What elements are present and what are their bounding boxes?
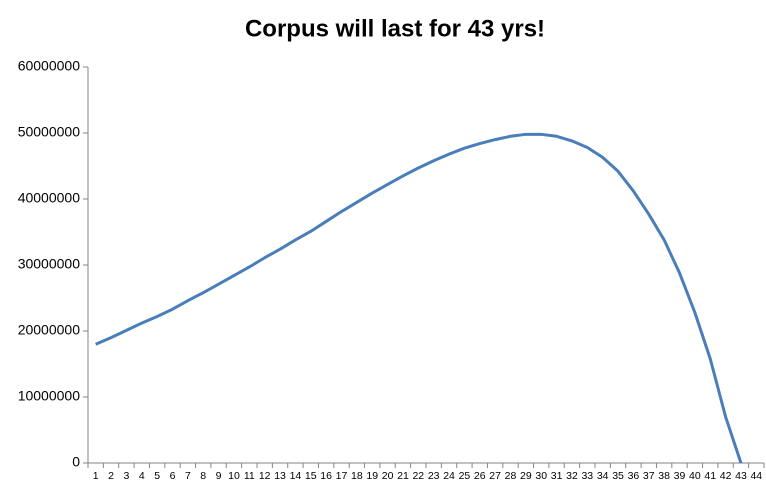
x-tick-label: 6 bbox=[170, 470, 176, 482]
y-tick-label: 20000000 bbox=[18, 322, 81, 338]
x-tick-label: 21 bbox=[397, 470, 409, 482]
x-tick-label: 14 bbox=[290, 470, 302, 482]
x-tick-label: 33 bbox=[581, 470, 593, 482]
x-tick-label: 22 bbox=[412, 470, 424, 482]
x-tick-label: 16 bbox=[320, 470, 332, 482]
x-tick-label: 13 bbox=[274, 470, 286, 482]
x-tick-label: 29 bbox=[520, 470, 532, 482]
y-tick-label: 30000000 bbox=[18, 256, 81, 272]
x-tick-label: 40 bbox=[689, 470, 701, 482]
x-tick-label: 11 bbox=[244, 470, 255, 482]
line-series bbox=[95, 132, 743, 464]
x-tick-label: 30 bbox=[535, 470, 547, 482]
x-tick-label: 10 bbox=[228, 470, 240, 482]
x-tick-label: 38 bbox=[658, 470, 670, 482]
x-tick-label: 4 bbox=[139, 470, 145, 482]
y-tick-label: 60000000 bbox=[18, 58, 81, 74]
x-tick-label: 17 bbox=[336, 470, 348, 482]
y-tick-label: 50000000 bbox=[18, 124, 81, 140]
x-tick-label: 26 bbox=[474, 470, 486, 482]
x-tick-label: 12 bbox=[259, 470, 271, 482]
x-tick-label: 37 bbox=[643, 470, 655, 482]
x-tick-label: 7 bbox=[185, 470, 191, 482]
x-tick-label: 25 bbox=[459, 470, 471, 482]
x-tick-label: 41 bbox=[704, 470, 716, 482]
x-tick-label: 2 bbox=[108, 470, 114, 482]
y-tick-label: 0 bbox=[72, 454, 80, 470]
x-tick-label: 5 bbox=[154, 470, 160, 482]
x-tick-label: 23 bbox=[428, 470, 440, 482]
x-tick-label: 20 bbox=[382, 470, 394, 482]
y-tick-label: 40000000 bbox=[18, 190, 81, 206]
x-tick-label: 44 bbox=[750, 470, 762, 482]
x-tick-label: 27 bbox=[489, 470, 501, 482]
x-tick-label: 9 bbox=[216, 470, 222, 482]
x-tick-label: 28 bbox=[505, 470, 517, 482]
x-tick-label: 3 bbox=[123, 470, 129, 482]
x-tick-label: 43 bbox=[735, 470, 747, 482]
x-tick-label: 31 bbox=[551, 470, 563, 482]
x-tick-label: 32 bbox=[566, 470, 578, 482]
x-tick-label: 42 bbox=[720, 470, 732, 482]
chart-title: Corpus will last for 43 yrs! bbox=[245, 15, 545, 42]
x-tick-label: 34 bbox=[597, 470, 609, 482]
x-tick-label: 18 bbox=[351, 470, 363, 482]
x-tick-label: 24 bbox=[443, 470, 455, 482]
x-tick-label: 1 bbox=[93, 470, 99, 482]
x-tick-label: 8 bbox=[200, 470, 206, 482]
x-tick-label: 19 bbox=[366, 470, 378, 482]
x-tick-label: 15 bbox=[305, 470, 317, 482]
x-tick-label: 39 bbox=[674, 470, 686, 482]
x-tick-label: 35 bbox=[612, 470, 624, 482]
y-tick-label: 10000000 bbox=[18, 388, 81, 404]
x-tick-label: 36 bbox=[628, 470, 640, 482]
